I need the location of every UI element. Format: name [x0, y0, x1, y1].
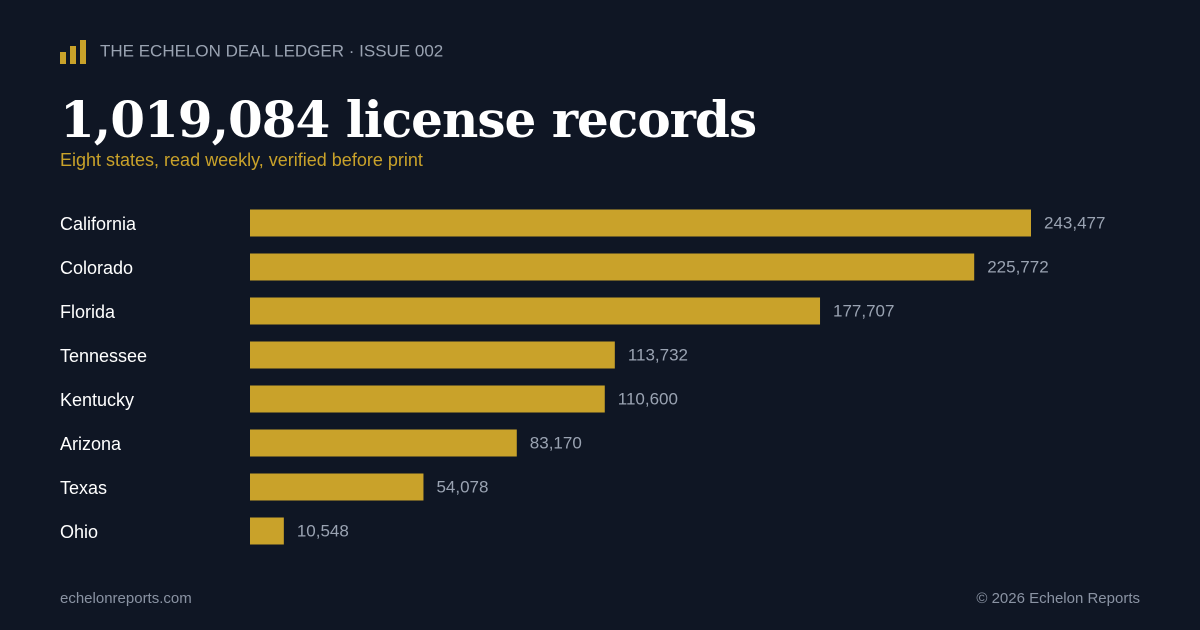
footer-copyright: © 2026 Echelon Reports [976, 590, 1140, 607]
category-label: Kentucky [60, 390, 134, 410]
bar [250, 429, 517, 457]
bar [250, 385, 605, 413]
brand-icon [60, 40, 86, 64]
category-label: California [60, 214, 137, 234]
footer-site: echelonreports.com [60, 590, 192, 607]
category-label: Texas [60, 478, 107, 498]
value-label: 83,170 [530, 433, 582, 452]
bar [250, 517, 284, 545]
value-label: 225,772 [987, 257, 1048, 276]
category-label: Florida [60, 302, 116, 322]
chart-title: 1,019,084 license records [60, 90, 756, 149]
category-label: Tennessee [60, 346, 147, 366]
value-label: 110,600 [618, 389, 678, 408]
chart-subtitle: Eight states, read weekly, verified befo… [60, 150, 423, 170]
value-label: 54,078 [436, 477, 488, 496]
value-label: 113,732 [628, 345, 688, 364]
bar [250, 253, 975, 281]
brand: THE ECHELON DEAL LEDGER · ISSUE 002 [100, 41, 443, 60]
value-label: 243,477 [1044, 213, 1105, 232]
category-label: Arizona [60, 434, 122, 454]
bar [250, 473, 424, 501]
bar [250, 209, 1031, 237]
category-label: Colorado [60, 258, 133, 278]
value-label: 177,707 [833, 301, 894, 320]
bar [250, 341, 615, 369]
bar [250, 297, 821, 325]
category-label: Ohio [60, 522, 98, 542]
value-label: 10,548 [297, 521, 349, 540]
